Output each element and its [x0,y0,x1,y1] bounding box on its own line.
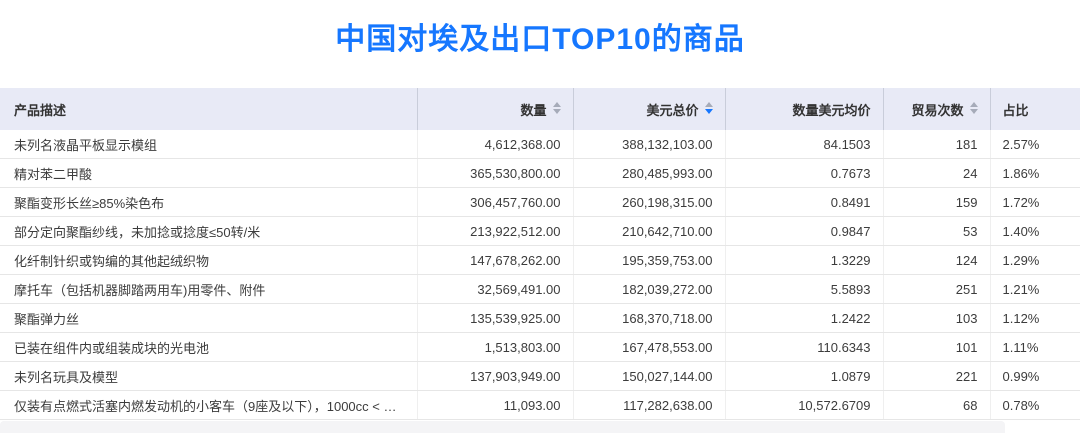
cell-qty: 4,612,368.00 [416,130,573,159]
cell-count: 221 [882,361,990,391]
column-header-desc: 产品描述 [0,88,417,130]
table-header: 产品描述 数量 美元总价 数量美元均价 贸易次数 占比 [0,88,1080,130]
cell-desc: 摩托车（包括机器脚踏两用车)用零件、附件 [0,274,417,304]
table-row: 未列名玩具及模型 137,903,949.00 150,027,144.00 1.08… [0,361,1080,391]
cell-desc: 未列名玩具及模型 [0,361,417,391]
cell-desc: 已装在组件内或组装成块的光电池 [0,332,417,362]
table-row: 仅装有点燃式活塞内燃发动机的小客车（9座及以下），1000cc < 排量... 1… [0,390,1080,420]
cell-count: 251 [882,274,990,304]
cell-avg: 0.8491 [724,187,883,217]
table-body: 未列名液晶平板显示模组 4,612,368.00 388,132,103.00 84.… [0,130,1080,420]
cell-qty: 365,530,800.00 [416,158,573,188]
cell-usd: 150,027,144.00 [572,361,725,391]
cell-qty: 306,457,760.00 [416,187,573,217]
cell-usd: 280,485,993.00 [572,158,725,188]
cell-desc: 仅装有点燃式活塞内燃发动机的小客车（9座及以下），1000cc < 排量... [0,390,417,420]
cell-avg: 1.3229 [724,245,883,275]
cell-pct: 0.78% [989,390,1080,420]
column-header-count[interactable]: 贸易次数 [882,88,990,130]
column-label-desc: 产品描述 [14,102,67,118]
column-label-usd: 美元总价 [646,102,699,118]
cell-pct: 1.12% [989,303,1080,333]
table-row: 摩托车（包括机器脚踏两用车)用零件、附件 32,569,491.00 182,039… [0,274,1080,304]
cell-avg: 84.1503 [724,130,883,159]
table-row: 已装在组件内或组装成块的光电池 1,513,803.00 167,478,553.0… [0,332,1080,362]
cell-usd: 168,370,718.00 [572,303,725,333]
cell-count: 159 [882,187,990,217]
cell-usd: 210,642,710.00 [572,216,725,246]
column-header-usd[interactable]: 美元总价 [572,88,725,130]
column-label-avg: 数量美元均价 [792,102,871,118]
top10-commodity-table: 产品描述 数量 美元总价 数量美元均价 贸易次数 占比 未列名液晶平板显示模组 4,612,… [0,88,1080,420]
cell-qty: 1,513,803.00 [416,332,573,362]
sort-asc-icon[interactable] [704,101,713,107]
table-row: 聚酯弹力丝 135,539,925.00 168,370,718.00 1.2422 1… [0,303,1080,333]
cell-pct: 1.11% [989,332,1080,362]
cell-desc: 聚酯变形长丝≥85%染色布 [0,187,417,217]
cell-avg: 1.2422 [724,303,883,333]
sort-asc-icon[interactable] [969,101,978,107]
cutoff-footer-element [0,421,1005,433]
column-header-qty[interactable]: 数量 [416,88,573,130]
table-row: 聚酯变形长丝≥85%染色布 306,457,760.00 260,198,315.0… [0,187,1080,217]
sort-desc-icon[interactable] [969,108,978,114]
cell-pct: 2.57% [989,130,1080,159]
cell-qty: 213,922,512.00 [416,216,573,246]
column-header-pct: 占比 [989,88,1080,130]
cell-qty: 11,093.00 [416,390,573,420]
cell-qty: 135,539,925.00 [416,303,573,333]
sort-icon-count[interactable] [969,101,978,114]
table-row: 部分定向聚酯纱线，未加捻或捻度≤50转/米 213,922,512.00 210,6… [0,216,1080,246]
cell-usd: 195,359,753.00 [572,245,725,275]
cell-pct: 1.86% [989,158,1080,188]
cell-desc: 精对苯二甲酸 [0,158,417,188]
cell-qty: 32,569,491.00 [416,274,573,304]
cell-desc: 部分定向聚酯纱线，未加捻或捻度≤50转/米 [0,216,417,246]
cell-avg: 5.5893 [724,274,883,304]
sort-icon-qty[interactable] [552,101,561,114]
cell-qty: 147,678,262.00 [416,245,573,275]
sort-asc-icon[interactable] [552,101,561,107]
sort-desc-icon[interactable] [552,108,561,114]
cell-pct: 1.72% [989,187,1080,217]
cell-count: 68 [882,390,990,420]
cell-avg: 0.7673 [724,158,883,188]
table-row: 未列名液晶平板显示模组 4,612,368.00 388,132,103.00 84.… [0,130,1080,159]
cell-pct: 1.21% [989,274,1080,304]
cell-usd: 182,039,272.00 [572,274,725,304]
cell-usd: 167,478,553.00 [572,332,725,362]
cell-usd: 117,282,638.00 [572,390,725,420]
table-row: 精对苯二甲酸 365,530,800.00 280,485,993.00 0.7673… [0,158,1080,188]
cell-desc: 聚酯弹力丝 [0,303,417,333]
cell-pct: 1.29% [989,245,1080,275]
sort-desc-icon[interactable] [704,108,713,114]
cell-count: 181 [882,130,990,159]
cell-pct: 1.40% [989,216,1080,246]
column-header-avg: 数量美元均价 [724,88,883,130]
page-title: 中国对埃及出口TOP10的商品 [335,23,745,56]
cell-count: 24 [882,158,990,188]
column-label-pct: 占比 [1002,102,1029,118]
cell-count: 101 [882,332,990,362]
cell-count: 53 [882,216,990,246]
cell-qty: 137,903,949.00 [416,361,573,391]
cell-desc: 未列名液晶平板显示模组 [0,130,417,159]
cell-avg: 110.6343 [724,332,883,362]
sort-icon-usd[interactable] [704,101,713,114]
cell-avg: 1.0879 [724,361,883,391]
table-header-row: 产品描述 数量 美元总价 数量美元均价 贸易次数 占比 [0,88,1080,130]
cell-count: 124 [882,245,990,275]
cell-avg: 10,572.6709 [724,390,883,420]
cell-avg: 0.9847 [724,216,883,246]
cell-usd: 260,198,315.00 [572,187,725,217]
table-row: 化纤制针织或钩编的其他起绒织物 147,678,262.00 195,359,753… [0,245,1080,275]
column-label-qty: 数量 [520,102,547,118]
cell-count: 103 [882,303,990,333]
cell-usd: 388,132,103.00 [572,130,725,159]
column-label-count: 贸易次数 [911,102,964,118]
cell-desc: 化纤制针织或钩编的其他起绒织物 [0,245,417,275]
cell-pct: 0.99% [989,361,1080,391]
